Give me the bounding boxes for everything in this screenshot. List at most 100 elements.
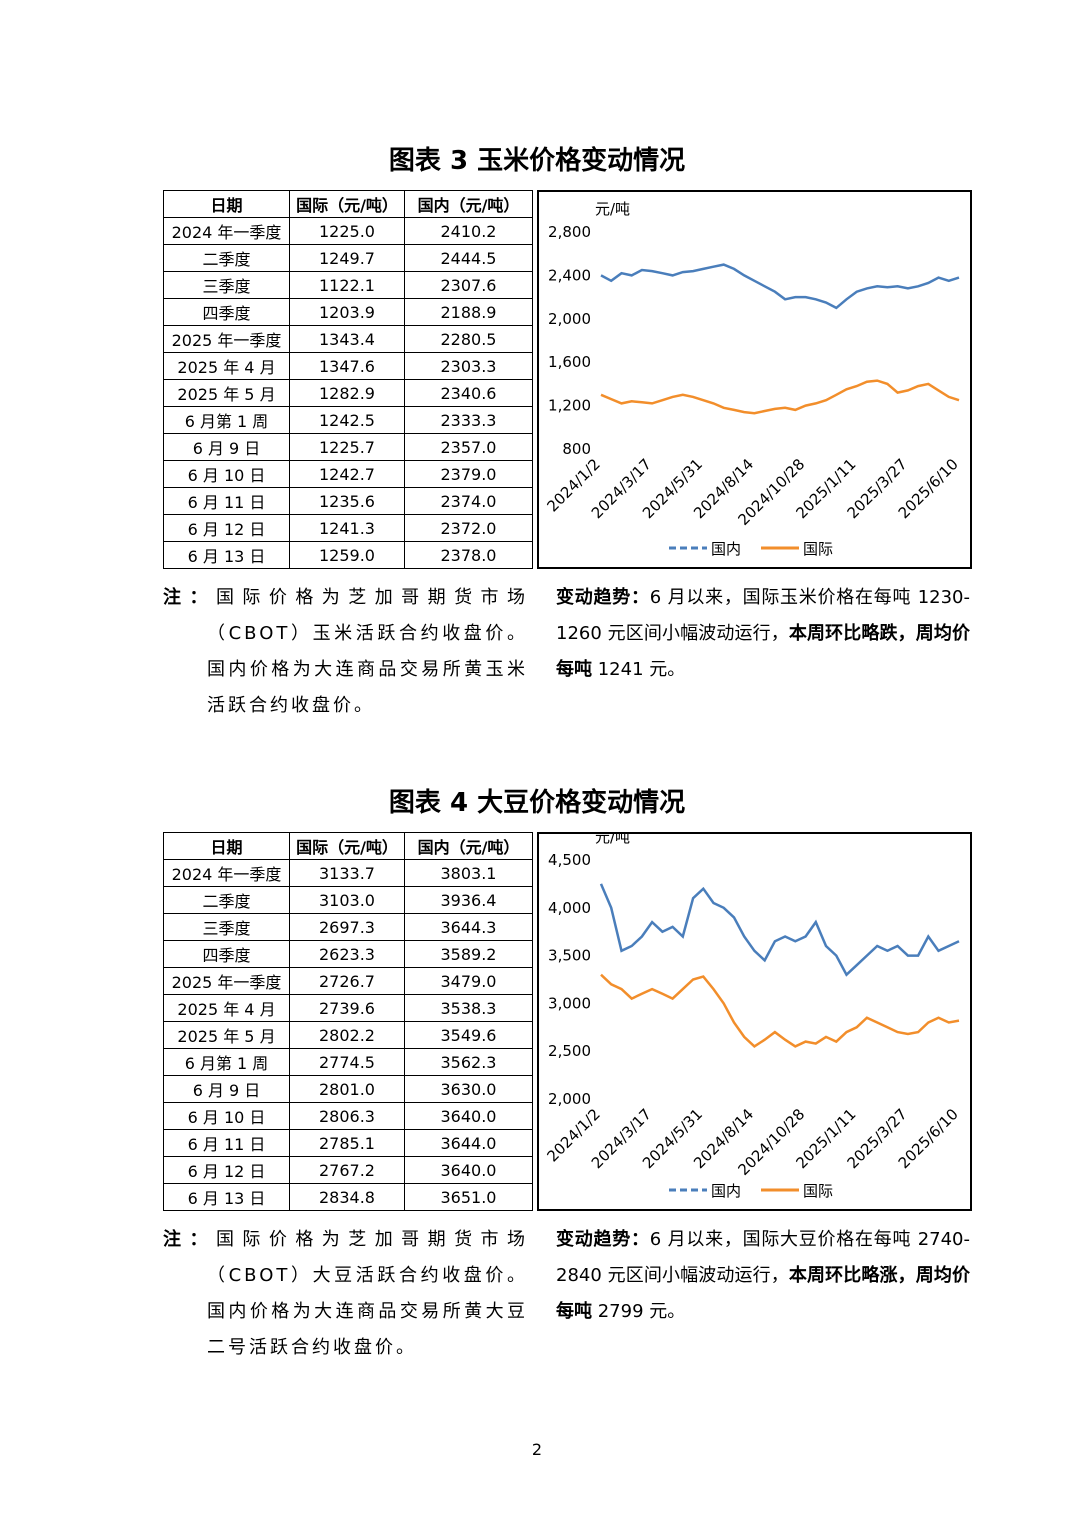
header-row: 日期 国际（元/吨） 国内（元/吨） bbox=[163, 190, 533, 218]
section-title: 图表 3 玉米价格变动情况 bbox=[388, 146, 686, 176]
table-row: 2025 年 5 月 1282.9 2340.6 bbox=[163, 379, 533, 407]
table-cell: 1203.9 bbox=[289, 298, 405, 326]
table-cell: 3640.0 bbox=[404, 1156, 533, 1184]
table-cell: 1259.0 bbox=[289, 541, 405, 569]
table-row: 6 月 11 日 2785.1 3644.0 bbox=[163, 1129, 533, 1157]
chart-svg: 元/吨2,0002,5003,0003,5004,0004,5002024/1/… bbox=[543, 828, 961, 1200]
legend-label: 国际 bbox=[803, 540, 833, 558]
table-row: 6 月 10 日 1242.7 2379.0 bbox=[163, 460, 533, 488]
trend-bold: 本周环比略涨，周均价每吨 bbox=[556, 1265, 971, 1322]
table-row: 2025 年 4 月 2739.6 3538.3 bbox=[163, 994, 533, 1022]
table-cell: 2410.2 bbox=[404, 217, 533, 245]
table-cell: 6 月 9 日 bbox=[163, 1075, 290, 1103]
table-cell: 2444.5 bbox=[404, 244, 533, 272]
header-cell: 日期 bbox=[163, 190, 290, 218]
table-cell: 3479.0 bbox=[404, 967, 533, 995]
trend: 变动趋势：6 月以来，国际玉米价格在每吨 1230-1260 元区间小幅波动运行… bbox=[556, 580, 970, 688]
table-row: 2025 年 5 月 2802.2 3549.6 bbox=[163, 1021, 533, 1049]
table-cell: 2340.6 bbox=[404, 379, 533, 407]
table-cell: 2379.0 bbox=[404, 460, 533, 488]
table-cell: 2623.3 bbox=[289, 940, 405, 968]
table-cell: 1225.0 bbox=[289, 217, 405, 245]
table-cell: 2802.2 bbox=[289, 1021, 405, 1049]
table-row: 三季度 2697.3 3644.3 bbox=[163, 913, 533, 941]
table-cell: 6 月 12 日 bbox=[163, 1156, 290, 1184]
table-cell: 2303.3 bbox=[404, 352, 533, 380]
table-cell: 2307.6 bbox=[404, 271, 533, 299]
legend-label: 国际 bbox=[803, 1182, 833, 1200]
table-cell: 3538.3 bbox=[404, 994, 533, 1022]
y-tick-label: 4,000 bbox=[548, 899, 591, 917]
note: 注：国际价格为芝加哥期货市场（CBOT）大豆活跃合约收盘价。国内价格为大连商品交… bbox=[163, 1222, 528, 1366]
table-cell: 2806.3 bbox=[289, 1102, 405, 1130]
table-cell: 3803.1 bbox=[404, 859, 533, 887]
table-cell: 6 月第 1 周 bbox=[163, 406, 290, 434]
legend-label: 国内 bbox=[711, 1182, 741, 1200]
table-cell: 6 月 12 日 bbox=[163, 514, 290, 542]
y-tick-label: 2,800 bbox=[548, 223, 591, 241]
table-cell: 2726.7 bbox=[289, 967, 405, 995]
y-tick-label: 2,000 bbox=[548, 310, 591, 328]
table-cell: 2697.3 bbox=[289, 913, 405, 941]
table-cell: 2024 年一季度 bbox=[163, 217, 290, 245]
table-cell: 2357.0 bbox=[404, 433, 533, 461]
table-row: 四季度 1203.9 2188.9 bbox=[163, 298, 533, 326]
table-cell: 1242.7 bbox=[289, 460, 405, 488]
chart: 元/吨 800 1,200 1,600 2,000 2,400 2,800 2024/1/2 2… bbox=[537, 190, 972, 569]
header-cell: 国际（元/吨） bbox=[289, 832, 405, 860]
table-row: 6 月 9 日 1225.7 2357.0 bbox=[163, 433, 533, 461]
table-row: 6 月 12 日 1241.3 2372.0 bbox=[163, 514, 533, 542]
table-cell: 1225.7 bbox=[289, 433, 405, 461]
table-cell: 3562.3 bbox=[404, 1048, 533, 1076]
table-cell: 1249.7 bbox=[289, 244, 405, 272]
table-row: 6 月 11 日 1235.6 2374.0 bbox=[163, 487, 533, 515]
page-number: 2 bbox=[531, 1440, 543, 1459]
table-cell: 2801.0 bbox=[289, 1075, 405, 1103]
trend-tail: 1241 元。 bbox=[592, 659, 686, 680]
table-row: 6 月第 1 周 1242.5 2333.3 bbox=[163, 406, 533, 434]
table-cell: 3644.0 bbox=[404, 1129, 533, 1157]
table-cell: 2333.3 bbox=[404, 406, 533, 434]
table-cell: 2767.2 bbox=[289, 1156, 405, 1184]
table-cell: 6 月 10 日 bbox=[163, 460, 290, 488]
note-label: 注： bbox=[163, 587, 216, 608]
data-table: 日期 国际（元/吨） 国内（元/吨） 2024 年一季度 1225.0 2410.2 二季度… bbox=[163, 190, 533, 569]
y-axis-label: 元/吨 bbox=[595, 200, 630, 218]
table-row: 2025 年一季度 2726.7 3479.0 bbox=[163, 967, 533, 995]
legend-label: 国内 bbox=[711, 540, 741, 558]
y-tick-label: 4,500 bbox=[548, 851, 591, 869]
y-tick-label: 800 bbox=[562, 440, 591, 458]
y-axis-label: 元/吨 bbox=[595, 834, 630, 846]
trend-tail: 2799 元。 bbox=[592, 1301, 686, 1322]
table-row: 6 月 9 日 2801.0 3630.0 bbox=[163, 1075, 533, 1103]
table-cell: 1242.5 bbox=[289, 406, 405, 434]
trend-label: 变动趋势： bbox=[556, 1229, 650, 1250]
header-cell: 国内（元/吨） bbox=[404, 190, 533, 218]
table-cell: 1347.6 bbox=[289, 352, 405, 380]
table-cell: 2025 年一季度 bbox=[163, 325, 290, 353]
table-row: 二季度 1249.7 2444.5 bbox=[163, 244, 533, 272]
table-row: 四季度 2623.3 3589.2 bbox=[163, 940, 533, 968]
table-cell: 四季度 bbox=[163, 940, 290, 968]
chart-svg: 元/吨8001,2001,6002,0002,4002,8002024/1/22… bbox=[543, 200, 961, 558]
y-tick-label: 2,000 bbox=[548, 1090, 591, 1108]
header-cell: 国际（元/吨） bbox=[289, 190, 405, 218]
table-cell: 1235.6 bbox=[289, 487, 405, 515]
table-cell: 1282.9 bbox=[289, 379, 405, 407]
table-cell: 6 月 10 日 bbox=[163, 1102, 290, 1130]
table-cell: 2834.8 bbox=[289, 1183, 405, 1211]
table-cell: 2025 年 5 月 bbox=[163, 379, 290, 407]
note: 注：国际价格为芝加哥期货市场（CBOT）玉米活跃合约收盘价。国内价格为大连商品交… bbox=[163, 580, 528, 724]
header-cell: 国内（元/吨） bbox=[404, 832, 533, 860]
table-cell: 6 月 9 日 bbox=[163, 433, 290, 461]
trend-text: 6 月以来，国际玉米价格在每吨 1230-1260 元区间小幅波动运行， bbox=[556, 587, 970, 644]
table-cell: 2378.0 bbox=[404, 541, 533, 569]
table-cell: 三季度 bbox=[163, 913, 290, 941]
table-cell: 四季度 bbox=[163, 298, 290, 326]
table-cell: 2280.5 bbox=[404, 325, 533, 353]
header-row: 日期 国际（元/吨） 国内（元/吨） bbox=[163, 832, 533, 860]
trend-bold: 本周环比略跌，周均价每吨 bbox=[556, 623, 971, 680]
table-cell: 3644.3 bbox=[404, 913, 533, 941]
section-title: 图表 4 大豆价格变动情况 bbox=[388, 788, 686, 818]
table-cell: 3103.0 bbox=[289, 886, 405, 914]
